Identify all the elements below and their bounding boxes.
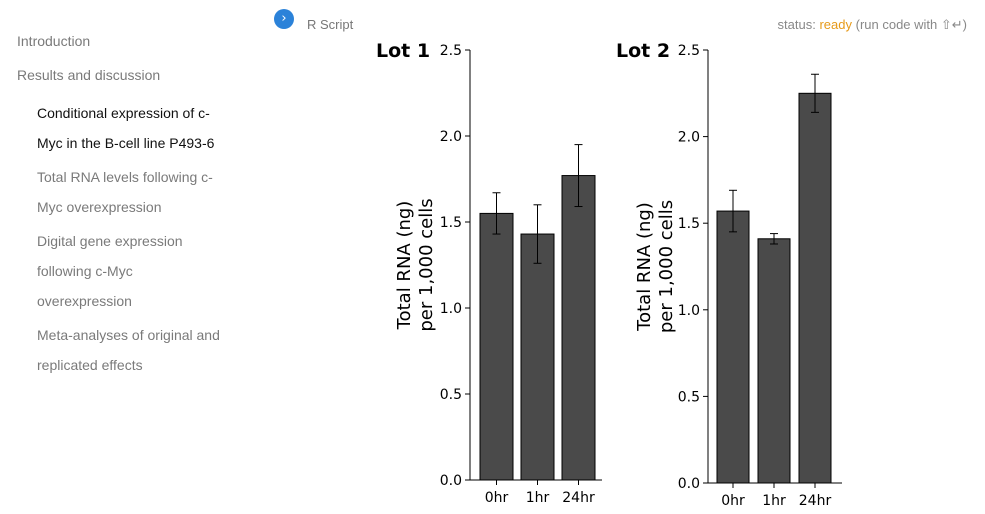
chart2-y-tick-label: 2.0 xyxy=(678,130,700,146)
toc-subitem-meta-analyses[interactable]: Meta-analyses of original and replicated… xyxy=(37,327,220,373)
chart1-x-tick-label: 0hr xyxy=(485,490,509,506)
status-value: ready xyxy=(819,17,852,32)
toc-item-introduction[interactable]: Introduction xyxy=(17,33,91,49)
chart2-y-tick-label: 1.5 xyxy=(678,216,700,232)
chart1-x-tick-label: 24hr xyxy=(562,490,595,506)
chart2-title: Lot 2 xyxy=(616,40,670,62)
chart2-x-tick-label: 24hr xyxy=(799,493,832,509)
chart2-x-tick-label: 1hr xyxy=(762,493,786,509)
chart1-y-tick-label: 0.0 xyxy=(440,473,462,489)
chart1-ylabel-line: per 1,000 cells xyxy=(416,198,437,331)
run-script-button[interactable]: › xyxy=(274,9,294,29)
chart1-bar-0hr xyxy=(479,212,514,481)
chart2-ylabel-line: per 1,000 cells xyxy=(656,200,677,333)
chart1-bar-1hr xyxy=(520,233,555,481)
chevron-right-icon: › xyxy=(281,11,287,26)
chart2-bar-1hr xyxy=(757,238,791,484)
toc-subitem-digital-gene-expression[interactable]: Digital gene expression following c-Myc … xyxy=(37,233,183,309)
chart1-title: Lot 1 xyxy=(376,40,430,62)
chart2-bar-0hr xyxy=(716,210,750,484)
chart2-y-tick-label: 1.0 xyxy=(678,303,700,319)
status-hint: (run code with ⇧↵) xyxy=(852,17,967,32)
table-of-contents: Introduction Results and discussion Cond… xyxy=(17,30,227,384)
chart1-bar-24hr xyxy=(561,175,596,481)
toc-item-results[interactable]: Results and discussion xyxy=(17,67,161,83)
status-text: status: ready (run code with ⇧↵) xyxy=(778,17,967,33)
chart2-y-tick-label: 2.5 xyxy=(678,43,700,59)
chart1-y-tick-label: 2.5 xyxy=(440,43,462,59)
chart1-x-tick-label: 1hr xyxy=(526,490,550,506)
chart2-y-tick-label: 0.5 xyxy=(678,389,700,405)
chart2-bar-24hr xyxy=(798,92,832,484)
chart1-ylabel-line: Total RNA (ng) xyxy=(394,201,415,331)
chart2-ylabel-line: Total RNA (ng) xyxy=(634,202,655,332)
toc-subitem-total-rna[interactable]: Total RNA levels following c-Myc overexp… xyxy=(37,169,213,215)
chart1-y-tick-label: 2.0 xyxy=(440,129,462,145)
chart1-y-tick-label: 1.5 xyxy=(440,215,462,231)
chart2-y-tick-label: 0.0 xyxy=(678,476,700,492)
script-label: R Script xyxy=(307,17,354,32)
chart1-y-tick-label: 0.5 xyxy=(440,387,462,403)
chart1-y-tick-label: 1.0 xyxy=(440,301,462,317)
chart2-x-tick-label: 0hr xyxy=(721,493,745,509)
toc-subitem-conditional-expression[interactable]: Conditional expression of c-Myc in the B… xyxy=(37,105,215,151)
status-prefix: status: xyxy=(777,17,820,32)
